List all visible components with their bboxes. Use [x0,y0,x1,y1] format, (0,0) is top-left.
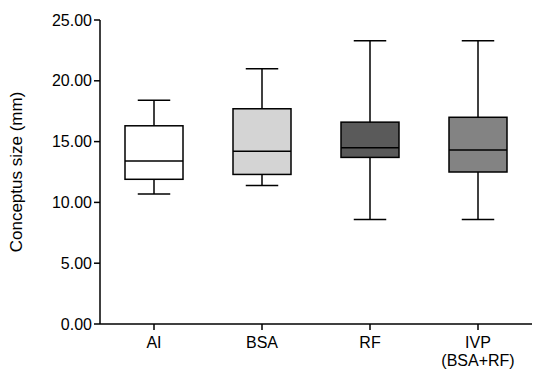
svg-text:20.00: 20.00 [52,72,92,89]
svg-text:15.00: 15.00 [52,133,92,150]
svg-text:10.00: 10.00 [52,194,92,211]
svg-text:BSA: BSA [246,334,278,351]
svg-text:RF: RF [359,334,381,351]
svg-text:Conceptus size (mm): Conceptus size (mm) [8,92,26,253]
svg-text:5.00: 5.00 [61,255,92,272]
svg-text:AI: AI [146,334,161,351]
svg-text:IVP(BSA+RF): IVP(BSA+RF) [441,334,514,369]
svg-text:0.00: 0.00 [61,316,92,333]
svg-text:25.00: 25.00 [52,12,92,29]
